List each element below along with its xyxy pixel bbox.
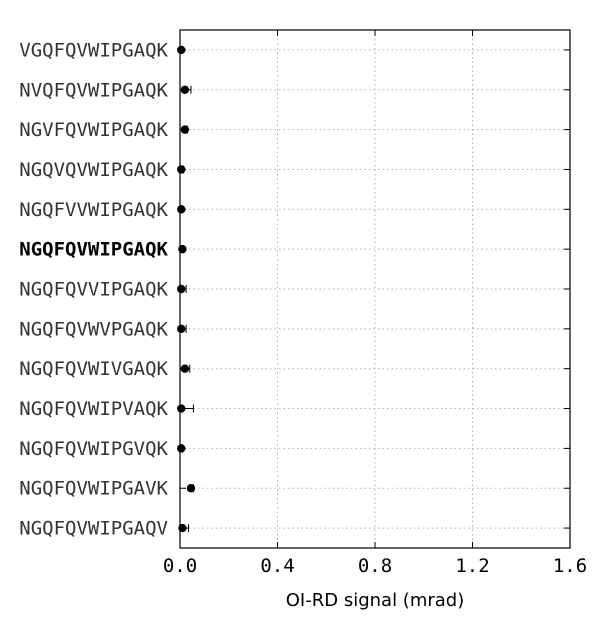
category-label: VGQFQVWIPGAQK <box>19 39 168 61</box>
category-label: NGQFQVWVPGAQK <box>19 318 168 340</box>
grid-lines <box>180 30 570 548</box>
x-tick-label: 0.8 <box>358 555 392 577</box>
category-label: NVQFQVWIPGAQK <box>19 79 168 101</box>
category-label: NGQFQVWIPGAVK <box>19 478 168 500</box>
reference-category-label: NGQFQVWIPGAQK <box>19 239 168 261</box>
x-tick-label: 1.6 <box>553 555 587 577</box>
category-label: NGQFQVVIPGAQK <box>19 279 168 301</box>
y-axis-category-labels: VGQFQVWIPGAQK NVQFQVWIPGAQK NGVFQVWIPGAQK N… <box>19 39 168 539</box>
y-axis-ticks <box>180 49 570 529</box>
x-axis-tick-labels: 0.0 0.4 0.8 1.2 1.6 <box>163 555 587 577</box>
data-point <box>186 484 196 493</box>
x-axis-ticks <box>179 30 571 548</box>
category-label: NGQFQVWIPVAQK <box>19 398 168 420</box>
category-label: NGQFVVWIPGAQK <box>19 199 168 221</box>
x-axis-title: OI-RD signal (mrad) <box>286 590 464 611</box>
category-label: NGQVQVWIPGAQK <box>19 159 168 181</box>
category-label: NGQFQVWIPGVQK <box>19 438 168 460</box>
x-tick-label: 1.2 <box>455 555 489 577</box>
x-tick-label: 0.4 <box>260 555 294 577</box>
x-tick-label: 0.0 <box>163 555 197 577</box>
category-label: NGQFQVWIVGAQK <box>19 358 168 380</box>
category-label: NGVFQVWIPGAQK <box>19 119 168 141</box>
category-label: NGQFQVWIPGAQV <box>19 518 168 540</box>
